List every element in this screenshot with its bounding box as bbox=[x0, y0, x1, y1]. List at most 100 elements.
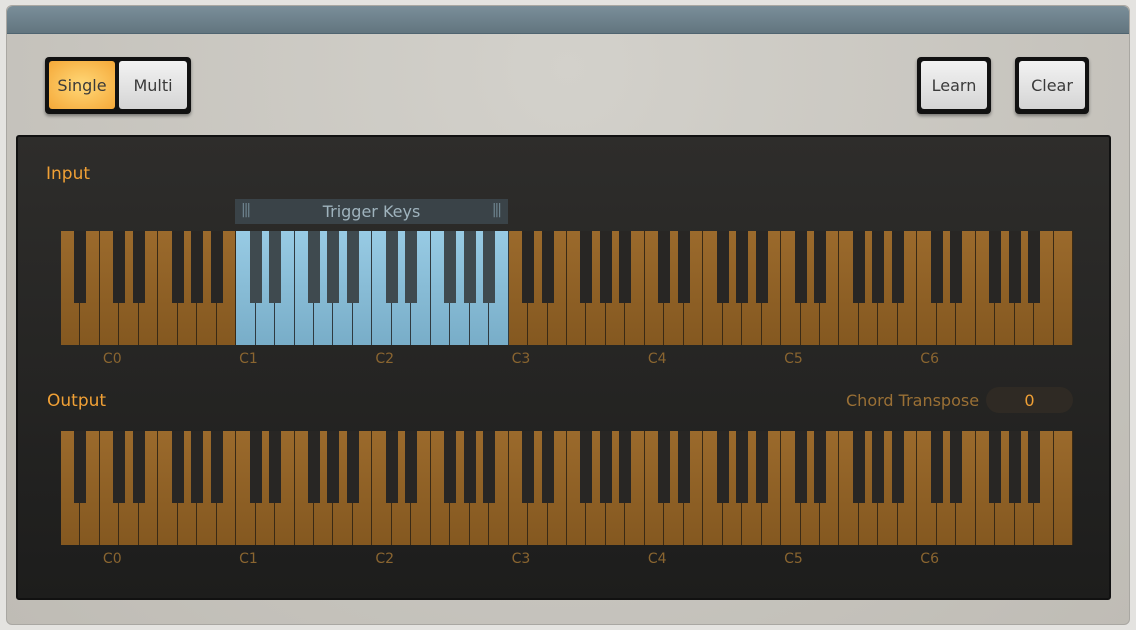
white-key-C7[interactable] bbox=[1053, 231, 1073, 345]
trigger-keys-label: Trigger Keys bbox=[322, 202, 421, 221]
black-key-A#5[interactable] bbox=[891, 431, 904, 503]
single-mode-button[interactable]: Single bbox=[49, 61, 115, 109]
output-octave-label: C2 bbox=[375, 551, 395, 567]
black-key-A#1[interactable] bbox=[346, 231, 359, 303]
chord-transpose-field[interactable]: 0 bbox=[986, 387, 1073, 413]
black-key-D#2[interactable] bbox=[405, 431, 418, 503]
black-key-G#1[interactable] bbox=[327, 231, 340, 303]
black-key-F#6[interactable] bbox=[989, 431, 1002, 503]
output-octave-label: C4 bbox=[647, 551, 667, 567]
black-key-G#4[interactable] bbox=[736, 431, 749, 503]
output-octave-label: C5 bbox=[784, 551, 803, 567]
black-key-C#2[interactable] bbox=[385, 231, 398, 303]
black-key-A#4[interactable] bbox=[755, 431, 768, 503]
black-key-F#2[interactable] bbox=[444, 231, 457, 303]
black-key-D#1[interactable] bbox=[269, 431, 282, 503]
black-key-C#1[interactable] bbox=[249, 431, 262, 503]
black-key-G#3[interactable] bbox=[599, 231, 612, 303]
black-key-G#4[interactable] bbox=[736, 231, 749, 303]
black-key-A#-1[interactable] bbox=[74, 431, 87, 503]
black-key-A#2[interactable] bbox=[483, 431, 496, 503]
black-key-C#4[interactable] bbox=[658, 231, 671, 303]
black-key-A#5[interactable] bbox=[891, 231, 904, 303]
black-key-G#0[interactable] bbox=[191, 431, 204, 503]
black-key-D#1[interactable] bbox=[269, 231, 282, 303]
input-label: Input bbox=[46, 164, 91, 184]
black-key-F#5[interactable] bbox=[852, 431, 865, 503]
black-key-G#1[interactable] bbox=[327, 431, 340, 503]
output-octave-label: C0 bbox=[102, 551, 122, 567]
chord-transpose-label: Chord Transpose bbox=[846, 391, 980, 410]
multi-mode-button[interactable]: Multi bbox=[119, 61, 187, 109]
black-key-G#0[interactable] bbox=[191, 231, 204, 303]
black-key-F#6[interactable] bbox=[989, 231, 1002, 303]
black-key-A#-1[interactable] bbox=[74, 231, 87, 303]
black-key-C#3[interactable] bbox=[522, 231, 535, 303]
white-key-C7[interactable] bbox=[1053, 431, 1073, 545]
black-key-D#6[interactable] bbox=[950, 231, 963, 303]
black-key-C#6[interactable] bbox=[930, 431, 943, 503]
black-key-D#5[interactable] bbox=[814, 431, 826, 503]
black-key-D#2[interactable] bbox=[405, 231, 418, 303]
black-key-G#5[interactable] bbox=[872, 231, 885, 303]
black-key-C#0[interactable] bbox=[113, 231, 126, 303]
clear-button-frame: Clear bbox=[1015, 57, 1089, 114]
black-key-C#3[interactable] bbox=[522, 431, 535, 503]
black-key-D#0[interactable] bbox=[132, 431, 145, 503]
grip-left-icon[interactable]: ||| bbox=[241, 202, 251, 218]
black-key-C#5[interactable] bbox=[794, 231, 807, 303]
black-key-F#0[interactable] bbox=[171, 231, 184, 303]
black-key-D#4[interactable] bbox=[677, 431, 690, 503]
input-octave-label: C6 bbox=[920, 351, 939, 367]
black-key-A#6[interactable] bbox=[1028, 231, 1041, 303]
learn-button[interactable]: Learn bbox=[921, 61, 987, 109]
black-key-F#1[interactable] bbox=[308, 231, 320, 303]
black-key-C#5[interactable] bbox=[794, 431, 807, 503]
black-key-A#3[interactable] bbox=[619, 431, 632, 503]
black-key-F#0[interactable] bbox=[171, 431, 184, 503]
black-key-D#0[interactable] bbox=[132, 231, 145, 303]
input-octave-label: C0 bbox=[102, 351, 122, 367]
black-key-G#3[interactable] bbox=[599, 431, 612, 503]
black-key-C#4[interactable] bbox=[658, 431, 671, 503]
black-key-G#6[interactable] bbox=[1008, 231, 1021, 303]
black-key-F#1[interactable] bbox=[308, 431, 320, 503]
grip-right-icon[interactable]: ||| bbox=[491, 202, 502, 218]
black-key-F#3[interactable] bbox=[580, 431, 593, 503]
input-octave-label: C4 bbox=[647, 351, 667, 367]
black-key-G#6[interactable] bbox=[1008, 431, 1021, 503]
black-key-C#6[interactable] bbox=[930, 231, 943, 303]
mode-segmented-control: Single Multi bbox=[45, 57, 191, 114]
black-key-F#5[interactable] bbox=[852, 231, 865, 303]
black-key-D#5[interactable] bbox=[814, 231, 826, 303]
black-key-A#2[interactable] bbox=[483, 231, 496, 303]
black-key-F#3[interactable] bbox=[580, 231, 593, 303]
input-octave-label: C2 bbox=[375, 351, 395, 367]
black-key-A#4[interactable] bbox=[755, 231, 768, 303]
black-key-G#2[interactable] bbox=[463, 231, 476, 303]
trigger-keys-range-handle[interactable]: ||| Trigger Keys ||| bbox=[235, 199, 508, 224]
black-key-C#0[interactable] bbox=[113, 431, 126, 503]
black-key-F#2[interactable] bbox=[444, 431, 457, 503]
learn-button-frame: Learn bbox=[917, 57, 991, 114]
black-key-D#4[interactable] bbox=[677, 231, 690, 303]
black-key-A#0[interactable] bbox=[210, 231, 223, 303]
black-key-A#6[interactable] bbox=[1028, 431, 1041, 503]
output-keyboard[interactable] bbox=[61, 431, 1073, 545]
black-key-A#0[interactable] bbox=[210, 431, 223, 503]
black-key-D#6[interactable] bbox=[950, 431, 963, 503]
black-key-F#4[interactable] bbox=[716, 231, 729, 303]
black-key-A#1[interactable] bbox=[346, 431, 359, 503]
black-key-G#2[interactable] bbox=[463, 431, 476, 503]
input-keyboard[interactable] bbox=[61, 231, 1073, 345]
input-octave-label: C3 bbox=[511, 351, 531, 367]
black-key-F#4[interactable] bbox=[716, 431, 729, 503]
input-octave-label: C5 bbox=[784, 351, 803, 367]
black-key-D#3[interactable] bbox=[541, 231, 554, 303]
black-key-C#2[interactable] bbox=[385, 431, 398, 503]
black-key-A#3[interactable] bbox=[619, 231, 632, 303]
black-key-D#3[interactable] bbox=[541, 431, 554, 503]
black-key-G#5[interactable] bbox=[872, 431, 885, 503]
black-key-C#1[interactable] bbox=[249, 231, 262, 303]
clear-button[interactable]: Clear bbox=[1019, 61, 1085, 109]
